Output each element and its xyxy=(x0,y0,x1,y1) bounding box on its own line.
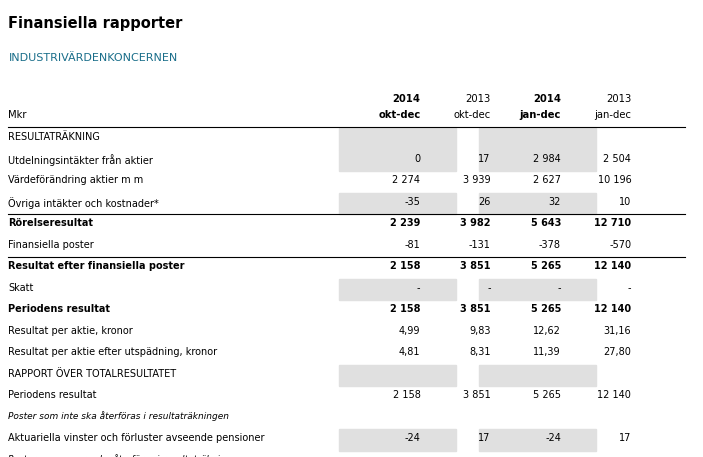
Text: -81: -81 xyxy=(405,239,420,250)
Text: -131: -131 xyxy=(469,239,491,250)
Bar xyxy=(479,279,596,300)
Text: 2013: 2013 xyxy=(606,94,631,104)
Text: Övriga intäkter och kostnader*: Övriga intäkter och kostnader* xyxy=(8,197,159,209)
Text: 2 239: 2 239 xyxy=(390,218,420,228)
Text: 0: 0 xyxy=(414,154,420,164)
Text: Poster som inte ska återföras i resultaträkningen: Poster som inte ska återföras i resultat… xyxy=(8,411,229,421)
Bar xyxy=(479,429,596,451)
Text: 2 158: 2 158 xyxy=(390,261,420,271)
Bar xyxy=(339,150,456,171)
Text: Värdeförändring aktier m m: Värdeförändring aktier m m xyxy=(8,175,143,185)
Text: okt-dec: okt-dec xyxy=(453,110,491,120)
Bar xyxy=(339,365,456,386)
Text: okt-dec: okt-dec xyxy=(378,110,420,120)
Bar xyxy=(339,128,456,150)
Text: 17: 17 xyxy=(478,154,491,164)
Text: -24: -24 xyxy=(545,433,561,443)
Bar xyxy=(339,429,456,451)
Text: -: - xyxy=(557,282,561,292)
Text: 2014: 2014 xyxy=(392,94,420,104)
Text: jan-dec: jan-dec xyxy=(520,110,561,120)
Text: jan-dec: jan-dec xyxy=(594,110,631,120)
Text: 2014: 2014 xyxy=(533,94,561,104)
Text: 12,62: 12,62 xyxy=(533,325,561,335)
Text: 10 196: 10 196 xyxy=(598,175,631,185)
Bar xyxy=(479,365,596,386)
Text: 9,83: 9,83 xyxy=(469,325,491,335)
Text: Resultat per aktie, kronor: Resultat per aktie, kronor xyxy=(8,325,133,335)
Bar xyxy=(479,150,596,171)
Text: 17: 17 xyxy=(619,433,631,443)
Text: Finansiella rapporter: Finansiella rapporter xyxy=(8,16,183,31)
Text: 27,80: 27,80 xyxy=(603,347,631,357)
Text: 26: 26 xyxy=(478,197,491,207)
Bar xyxy=(479,193,596,214)
Text: 2 274: 2 274 xyxy=(392,175,420,185)
Text: 8,31: 8,31 xyxy=(469,347,491,357)
Text: -: - xyxy=(628,282,631,292)
Text: 3 851: 3 851 xyxy=(460,304,491,314)
Text: 3 851: 3 851 xyxy=(460,261,491,271)
Text: 11,39: 11,39 xyxy=(534,347,561,357)
Text: 31,16: 31,16 xyxy=(604,325,631,335)
Text: 2 984: 2 984 xyxy=(534,154,561,164)
Text: -: - xyxy=(487,282,491,292)
Text: Skatt: Skatt xyxy=(8,282,34,292)
Text: Utdelningsintäkter från aktier: Utdelningsintäkter från aktier xyxy=(8,154,153,166)
Text: Rörelseresultat: Rörelseresultat xyxy=(8,218,93,228)
Text: -35: -35 xyxy=(404,197,420,207)
Text: 3 982: 3 982 xyxy=(460,218,491,228)
Text: 5 643: 5 643 xyxy=(531,218,561,228)
Text: 2 158: 2 158 xyxy=(392,390,420,400)
Text: 5 265: 5 265 xyxy=(531,261,561,271)
Text: -378: -378 xyxy=(539,239,561,250)
Text: RESULTATRÄKNING: RESULTATRÄKNING xyxy=(8,132,101,142)
Text: INDUSTRIVÄRDENKONCERNEN: INDUSTRIVÄRDENKONCERNEN xyxy=(8,53,178,63)
Text: 5 265: 5 265 xyxy=(533,390,561,400)
Text: -570: -570 xyxy=(610,239,631,250)
Text: 12 140: 12 140 xyxy=(594,261,631,271)
Text: 12 140: 12 140 xyxy=(594,304,631,314)
Text: 32: 32 xyxy=(548,197,561,207)
Text: Poster som senare ska återföras i resultaträkningen: Poster som senare ska återföras i result… xyxy=(8,454,243,457)
Text: Resultat per aktie efter utspädning, kronor: Resultat per aktie efter utspädning, kro… xyxy=(8,347,217,357)
Text: Mkr: Mkr xyxy=(8,110,27,120)
Text: 4,99: 4,99 xyxy=(399,325,420,335)
Bar xyxy=(339,193,456,214)
Text: Finansiella poster: Finansiella poster xyxy=(8,239,94,250)
Text: Periodens resultat: Periodens resultat xyxy=(8,390,97,400)
Text: 5 265: 5 265 xyxy=(531,304,561,314)
Bar xyxy=(339,279,456,300)
Text: 2 504: 2 504 xyxy=(603,154,631,164)
Text: 3 851: 3 851 xyxy=(463,390,491,400)
Text: 12 140: 12 140 xyxy=(598,390,631,400)
Text: 17: 17 xyxy=(478,433,491,443)
Text: 2 158: 2 158 xyxy=(390,304,420,314)
Text: Aktuariella vinster och förluster avseende pensioner: Aktuariella vinster och förluster avseen… xyxy=(8,433,265,443)
Bar xyxy=(479,128,596,150)
Text: Resultat efter finansiella poster: Resultat efter finansiella poster xyxy=(8,261,185,271)
Text: 2 627: 2 627 xyxy=(533,175,561,185)
Text: 10: 10 xyxy=(619,197,631,207)
Text: Periodens resultat: Periodens resultat xyxy=(8,304,110,314)
Text: 4,81: 4,81 xyxy=(399,347,420,357)
Text: 12 710: 12 710 xyxy=(594,218,631,228)
Text: -: - xyxy=(417,282,420,292)
Text: RAPPORT ÖVER TOTALRESULTATET: RAPPORT ÖVER TOTALRESULTATET xyxy=(8,368,176,378)
Text: 2013: 2013 xyxy=(465,94,491,104)
Text: 3 939: 3 939 xyxy=(463,175,491,185)
Text: -24: -24 xyxy=(404,433,420,443)
